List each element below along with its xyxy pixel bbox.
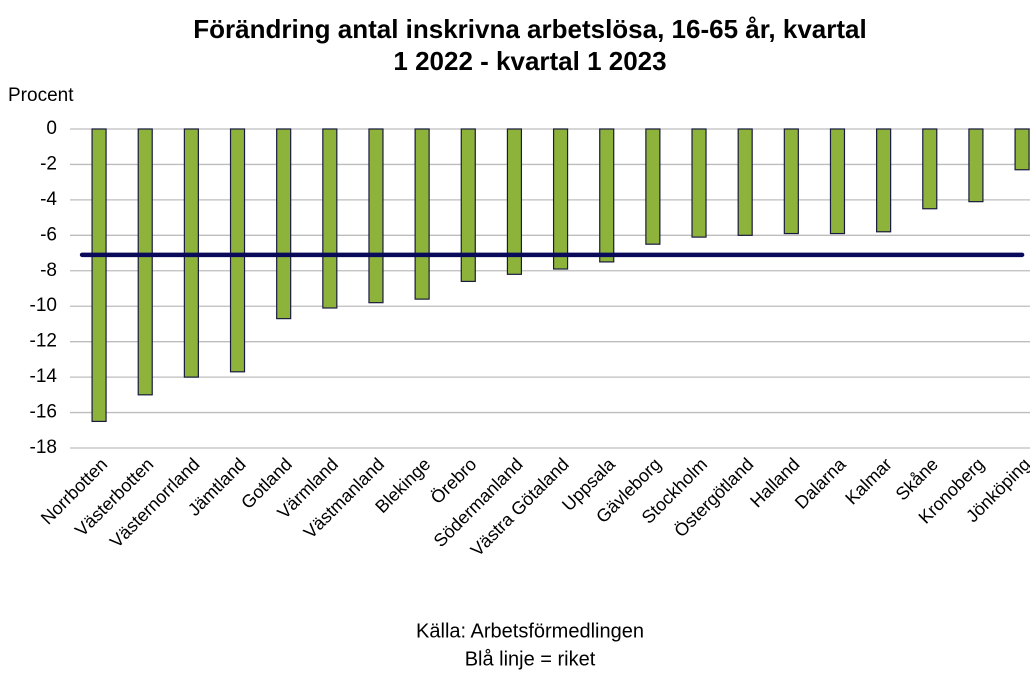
y-tick-label: -16 bbox=[30, 402, 57, 423]
bar bbox=[645, 128, 661, 245]
bar bbox=[368, 128, 384, 304]
y-tick-label: -4 bbox=[40, 189, 57, 210]
chart-title: Förändring antal inskrivna arbetslösa, 1… bbox=[193, 14, 866, 44]
y-tick-label: -2 bbox=[40, 153, 57, 174]
bar bbox=[922, 128, 938, 210]
chart-title: 1 2022 - kvartal 1 2023 bbox=[393, 46, 666, 76]
y-tick-label: -14 bbox=[30, 366, 58, 387]
y-tick-label: -18 bbox=[30, 437, 57, 458]
x-tick-label: Dalarna bbox=[791, 453, 850, 512]
y-axis-label: Procent bbox=[8, 85, 74, 106]
x-tick-label: Kalmar bbox=[841, 454, 895, 508]
bar bbox=[276, 128, 292, 320]
y-tick-label: -12 bbox=[30, 331, 57, 352]
bar bbox=[552, 128, 569, 270]
bar bbox=[599, 128, 615, 263]
y-tick-label: -8 bbox=[40, 260, 57, 281]
bar bbox=[737, 128, 753, 236]
bar bbox=[91, 128, 107, 423]
bar bbox=[968, 128, 984, 203]
bar bbox=[1014, 128, 1030, 171]
bar bbox=[829, 128, 846, 235]
bar bbox=[506, 128, 523, 275]
y-tick-label: -6 bbox=[40, 224, 57, 245]
y-tick-label: -10 bbox=[30, 295, 57, 316]
source-note: Källa: Arbetsförmedlingen bbox=[416, 620, 644, 642]
bar bbox=[322, 128, 338, 309]
y-tick-label: 0 bbox=[46, 118, 57, 139]
bar bbox=[460, 128, 476, 283]
bar bbox=[783, 128, 799, 235]
bar bbox=[876, 128, 892, 233]
bar bbox=[691, 128, 707, 238]
bar bbox=[137, 128, 153, 396]
bar bbox=[414, 128, 430, 300]
legend-note: Blå linje = riket bbox=[465, 648, 596, 670]
bar bbox=[229, 128, 246, 373]
